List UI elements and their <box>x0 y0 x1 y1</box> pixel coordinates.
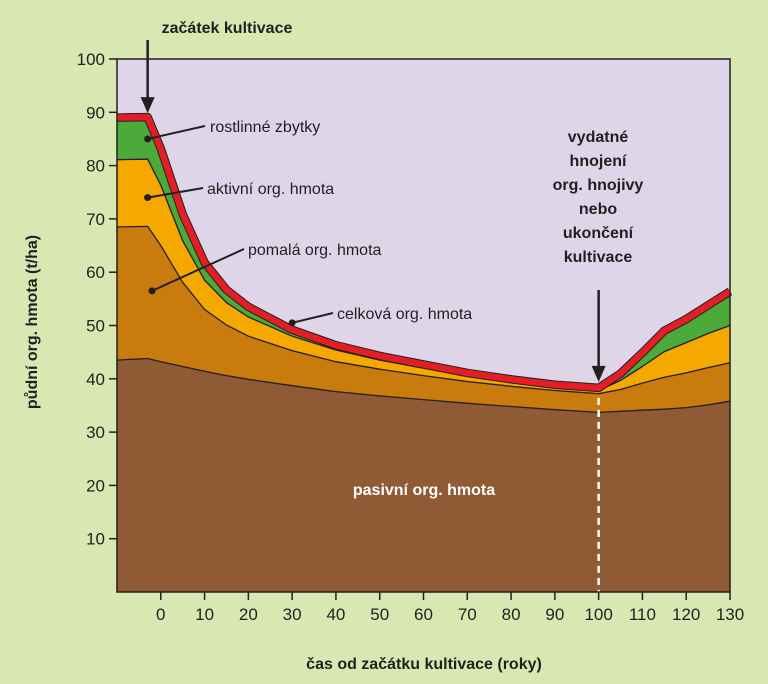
fertilization-note-line: nebo <box>579 201 617 218</box>
y-tick-label: 80 <box>86 157 105 176</box>
x-tick-label: 120 <box>672 605 700 624</box>
y-tick-label: 100 <box>77 50 105 69</box>
layer-boundary <box>116 225 731 395</box>
total-line <box>116 113 732 392</box>
active-om-pointer-dot <box>144 194 152 202</box>
fertilization-note-line: ukončení <box>563 225 634 242</box>
total-om-pointer <box>291 312 334 324</box>
annotations: začátek kultivace rostlinné zbytky aktiv… <box>140 20 644 499</box>
x-tick-label: 130 <box>716 605 744 624</box>
y-tick-label: 70 <box>86 210 105 229</box>
start-cultivation-label: začátek kultivace <box>162 20 293 37</box>
x-tick-label: 100 <box>584 605 612 624</box>
fertilization-note-line: vydatné <box>568 129 629 146</box>
axis-ticks: 10 20 30 40 50 60 70 80 90 100 0 10 20 30 40 50 60 70 80 90… <box>77 50 745 624</box>
layer-boundary <box>116 357 731 414</box>
y-tick-label: 90 <box>86 103 105 122</box>
fertilization-note-line: hnojení <box>570 153 627 170</box>
area-pomal-org-hmota <box>117 226 730 413</box>
fertilization-note: vydatné hnojení org. hnojivy nebo ukončení ku… <box>553 129 644 266</box>
x-tick-label: 20 <box>239 605 258 624</box>
start-arrow-head <box>140 97 155 114</box>
event-arrow-head <box>591 365 606 382</box>
fertilization-note-line: kultivace <box>564 249 633 266</box>
total-om-label: celková org. hmota <box>337 306 472 323</box>
x-tick-label: 50 <box>370 605 389 624</box>
slow-om-pointer-dot <box>148 287 156 295</box>
y-tick-label: 40 <box>86 370 105 389</box>
x-axis-title: čas od začátku kultivace (roky) <box>306 656 542 673</box>
x-tick-label: 10 <box>195 605 214 624</box>
active-om-pointer <box>147 187 204 199</box>
slow-om-pointer <box>151 248 245 292</box>
y-tick-label: 30 <box>86 423 105 442</box>
x-tick-label: 0 <box>156 605 165 624</box>
total-om-pointer-dot <box>288 319 296 327</box>
passive-om-label: pasivní org. hmota <box>353 482 495 499</box>
fertilization-note-line: org. hnojivy <box>553 177 644 194</box>
plant-residues-pointer <box>147 125 206 140</box>
x-tick-label: 110 <box>629 605 656 624</box>
area-aktivn-org-hmota <box>117 159 730 394</box>
x-tick-label: 80 <box>502 605 521 624</box>
y-axis-title: půdní org. hmota (t/ha) <box>24 235 41 409</box>
plant-residues-label: rostlinné zbytky <box>210 119 320 136</box>
slow-om-label: pomalá org. hmota <box>248 242 382 259</box>
plant-residues-pointer-dot <box>144 135 152 143</box>
y-tick-label: 50 <box>86 317 105 336</box>
x-tick-label: 70 <box>458 605 477 624</box>
x-tick-label: 30 <box>283 605 302 624</box>
x-tick-label: 90 <box>545 605 564 624</box>
active-om-label: aktivní org. hmota <box>207 181 334 198</box>
y-tick-label: 10 <box>86 530 105 549</box>
x-tick-label: 40 <box>326 605 345 624</box>
y-tick-label: 20 <box>86 476 105 495</box>
x-tick-label: 60 <box>414 605 433 624</box>
area-pasivn-org-hmota <box>117 358 730 592</box>
y-tick-label: 60 <box>86 263 105 282</box>
